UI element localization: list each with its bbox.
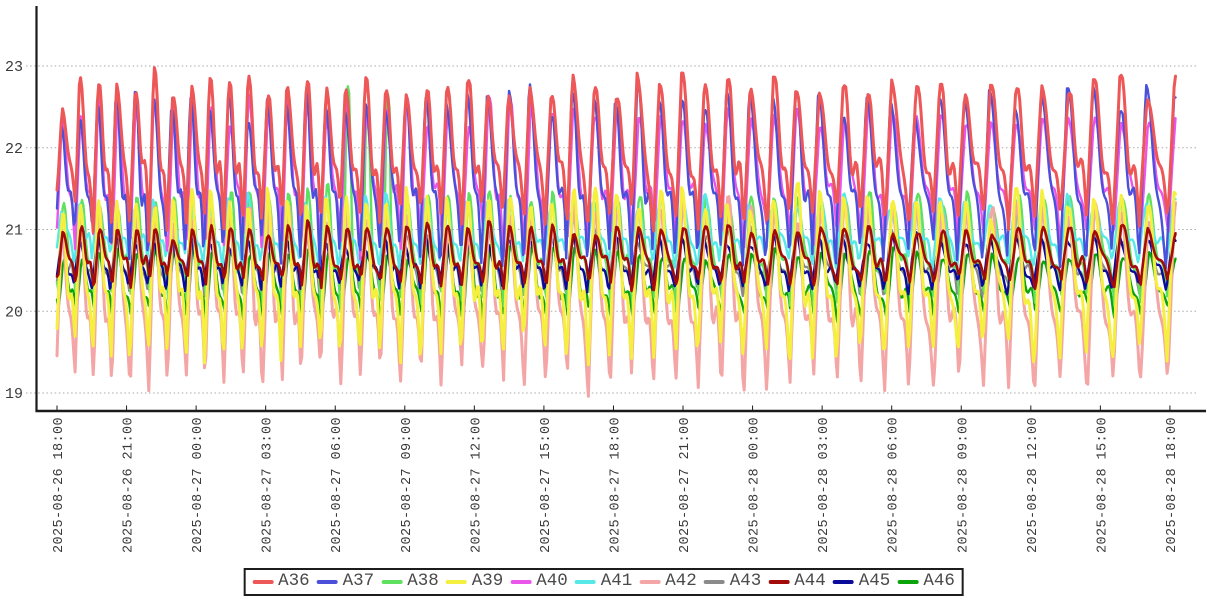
legend-item-a40[interactable]: A40 bbox=[510, 571, 568, 591]
x-tick-label: 2025-08-27 03:00 bbox=[261, 417, 276, 553]
series-group bbox=[55, 66, 1177, 398]
series-line-a44 bbox=[55, 219, 1177, 293]
legend-swatch-a41 bbox=[574, 579, 596, 584]
legend-swatch-a45 bbox=[832, 579, 854, 584]
legend-item-a45[interactable]: A45 bbox=[832, 571, 891, 591]
series-line-a36 bbox=[55, 66, 1177, 243]
x-tick-label: 2025-08-28 12:00 bbox=[1026, 417, 1041, 553]
legend: A36 A37 A38 A39 A40 A41 A42 A43 A44 A45 A46 bbox=[243, 568, 964, 596]
legend-item-a41[interactable]: A41 bbox=[574, 571, 633, 591]
y-tick-label: 20 bbox=[5, 304, 23, 321]
legend-swatch-a36 bbox=[252, 579, 274, 584]
x-tick-label: 2025-08-27 18:00 bbox=[608, 417, 623, 553]
legend-item-a42[interactable]: A42 bbox=[639, 571, 697, 591]
x-tick-label: 2025-08-26 21:00 bbox=[122, 417, 137, 553]
legend-label: A38 bbox=[407, 571, 439, 591]
legend-label: A40 bbox=[536, 571, 568, 591]
x-tick-label: 2025-08-27 06:00 bbox=[330, 417, 345, 553]
x-tick-label: 2025-08-27 21:00 bbox=[678, 417, 693, 553]
x-tick-label: 2025-08-28 06:00 bbox=[887, 417, 902, 553]
legend-label: A44 bbox=[794, 571, 826, 591]
legend-swatch-a40 bbox=[510, 579, 532, 584]
legend-swatch-a42 bbox=[639, 579, 661, 584]
legend-label: A45 bbox=[858, 571, 891, 591]
y-tick-label: 23 bbox=[5, 59, 23, 76]
legend-swatch-a46 bbox=[897, 579, 919, 584]
legend-label: A36 bbox=[278, 571, 310, 591]
y-tick-label: 19 bbox=[5, 386, 23, 403]
legend-item-a39[interactable]: A39 bbox=[445, 571, 504, 591]
legend-label: A46 bbox=[923, 571, 955, 591]
legend-swatch-a38 bbox=[381, 579, 403, 584]
legend-label: A43 bbox=[729, 571, 762, 591]
legend-item-a37[interactable]: A37 bbox=[316, 571, 375, 591]
legend-swatch-a37 bbox=[316, 579, 338, 584]
x-tick-label: 2025-08-27 12:00 bbox=[469, 417, 484, 553]
legend-item-a46[interactable]: A46 bbox=[897, 571, 955, 591]
legend-swatch-a44 bbox=[768, 579, 790, 584]
x-tick-label: 2025-08-28 03:00 bbox=[817, 417, 832, 553]
y-tick-label: 21 bbox=[5, 223, 23, 240]
x-tick-label: 2025-08-27 15:00 bbox=[539, 417, 554, 553]
legend-item-a43[interactable]: A43 bbox=[703, 571, 762, 591]
legend-swatch-a39 bbox=[445, 579, 467, 584]
legend-label: A37 bbox=[342, 571, 375, 591]
legend-item-a44[interactable]: A44 bbox=[768, 571, 826, 591]
legend-label: A42 bbox=[665, 571, 697, 591]
x-tick-label: 2025-08-28 00:00 bbox=[748, 417, 763, 553]
x-tick-label: 2025-08-27 00:00 bbox=[191, 417, 206, 553]
x-tick-label: 2025-08-26 18:00 bbox=[52, 417, 67, 553]
plot-canvas: 19 20 21 22 23 2025-08-26 18:00 2025-08-26 21:… bbox=[5, 6, 1206, 553]
legend-item-a36[interactable]: A36 bbox=[252, 571, 310, 591]
series-line-a39 bbox=[55, 181, 1177, 367]
legend-item-a38[interactable]: A38 bbox=[381, 571, 439, 591]
legend-swatch-a43 bbox=[703, 579, 725, 584]
x-tick-label: 2025-08-28 15:00 bbox=[1095, 417, 1110, 553]
x-tick-label: 2025-08-27 09:00 bbox=[400, 417, 415, 553]
y-tick-label: 22 bbox=[5, 141, 23, 158]
legend-label: A41 bbox=[600, 571, 633, 591]
x-tick-label: 2025-08-28 18:00 bbox=[1165, 417, 1180, 553]
legend-label: A39 bbox=[471, 571, 504, 591]
x-tick-label: 2025-08-28 09:00 bbox=[956, 417, 971, 553]
